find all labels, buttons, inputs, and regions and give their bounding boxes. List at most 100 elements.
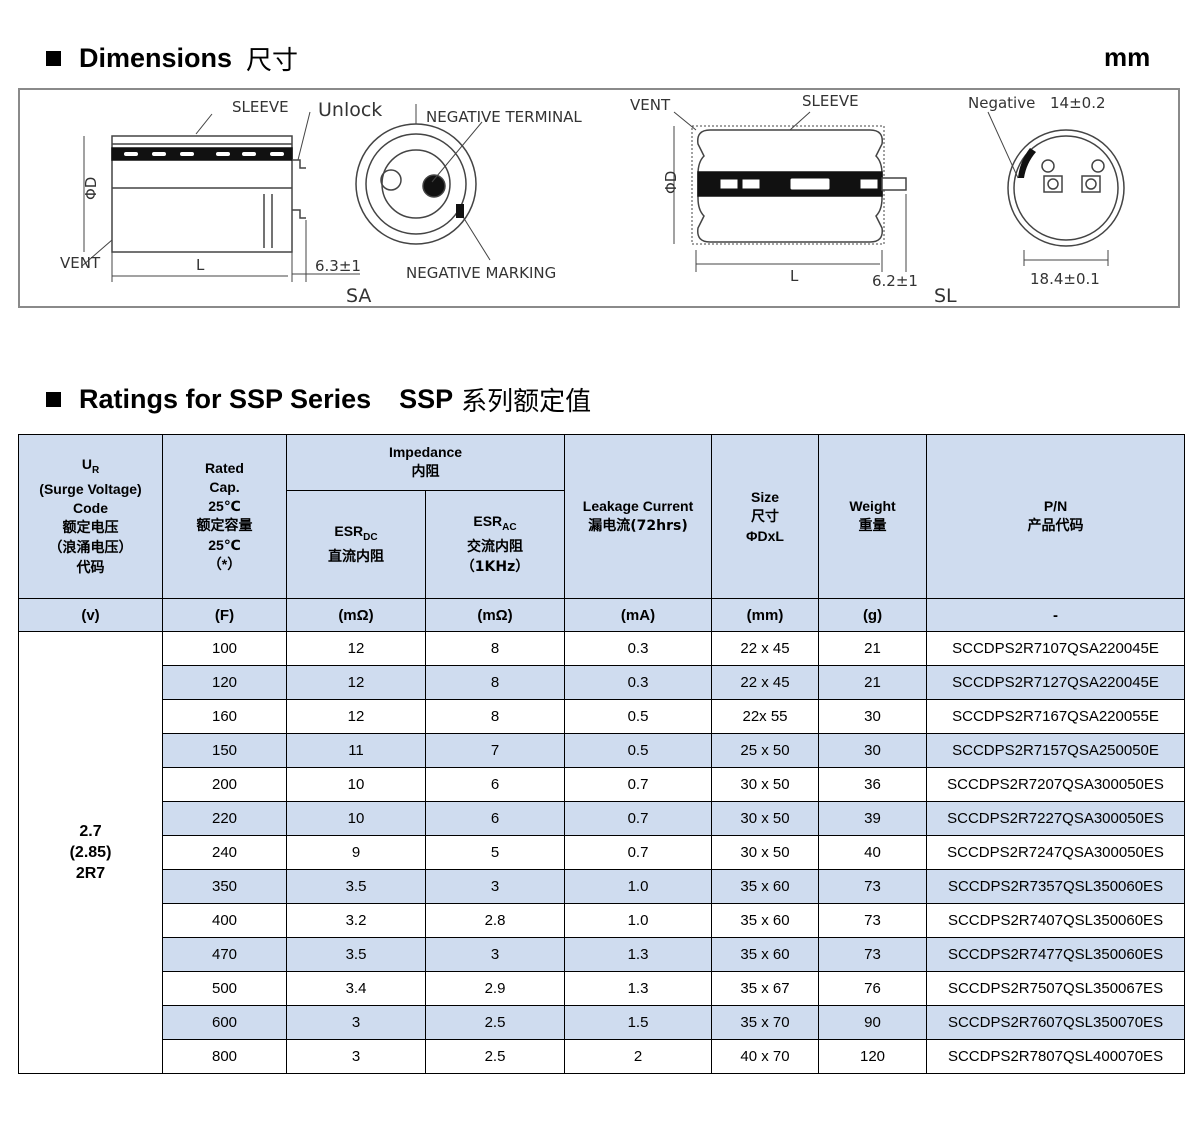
drawing-canvas: SLEEVE Unlock VENT ΦD L 6.3±1 SA NEGATIV…: [60, 92, 1125, 306]
cell-pn: SCCDPS2R7407QSL350060ES: [926, 903, 1186, 938]
cell-esr-ac: 2.8: [424, 903, 566, 938]
cell-weight: 120: [818, 1039, 928, 1074]
cell-cap: 220: [162, 801, 287, 836]
ratings-title-cn: 系列额定值: [461, 387, 592, 417]
table-row: 800 3 2.5 2 40 x 70 120 SCCDPS2R7807QSL400070E…: [19, 1039, 1186, 1074]
cell-size: 40 x 70: [711, 1039, 820, 1074]
unit-cell: (mΩ): [286, 598, 426, 632]
cell-pn: SCCDPS2R7507QSL350067ES: [926, 971, 1186, 1006]
cell-size: 22 x 45: [711, 631, 820, 666]
ratings-table: UR (Surge Voltage) Code 额定电压 （浪涌电压） 代码 R…: [18, 434, 1186, 1074]
unit-cell: (v): [18, 598, 163, 632]
cell-esr-ac: 8: [424, 631, 566, 666]
negative-marking-mark: [456, 204, 464, 218]
cell-leak: 1.0: [564, 903, 713, 938]
cell-leak: 0.7: [564, 835, 713, 870]
cell-leak: 1.3: [564, 971, 713, 1006]
cell-leak: 0.3: [564, 631, 713, 666]
cell-cap: 120: [162, 665, 287, 700]
cell-cap: 240: [162, 835, 287, 870]
cell-weight: 36: [818, 767, 928, 802]
cell-pn: SCCDPS2R7357QSL350060ES: [926, 869, 1186, 904]
cell-esr-ac: 2.9: [424, 971, 566, 1006]
cell-leak: 1.3: [564, 937, 713, 972]
square-bullet-icon: [46, 392, 61, 407]
sl-vent-label: VENT: [630, 96, 671, 114]
cell-leak: 2: [564, 1039, 713, 1074]
cell-cap: 800: [162, 1039, 287, 1074]
cell-esr-ac: 5: [424, 835, 566, 870]
unlock-label: Unlock: [318, 99, 382, 121]
col-esrdc-header: ESRDC 直流内阻: [286, 490, 426, 599]
table-row: 220 10 6 0.7 30 x 50 39 SCCDPS2R7227QSA300050E…: [19, 801, 1186, 836]
cell-size: 35 x 60: [711, 869, 820, 904]
col-weight-header: Weight 重量: [818, 434, 928, 599]
col-cap-header: Rated Cap. 25℃ 额定容量 25℃ （*）: [162, 434, 287, 599]
voltage-code-line: (2.85): [69, 844, 112, 861]
unit-cell: (mA): [564, 598, 713, 632]
cell-pn: SCCDPS2R7607QSL350070ES: [926, 1005, 1186, 1040]
cell-leak: 0.5: [564, 699, 713, 734]
cell-pn: SCCDPS2R7127QSA220045E: [926, 665, 1186, 700]
cell-weight: 40: [818, 835, 928, 870]
cell-esr-dc: 3: [286, 1039, 426, 1074]
col-esrac-header: ESRAC 交流内阻 （1KHz）: [424, 490, 566, 599]
cell-pn: SCCDPS2R7807QSL400070ES: [926, 1039, 1186, 1074]
negative-terminal-label: NEGATIVE TERMINAL: [426, 108, 582, 126]
voltage-code-cell: 2.7 (2.85) 2R7: [18, 631, 163, 1074]
table-row: 2.7 (2.85) 2R7 100 12 8 0.3 22 x 45 21 SCCDPS2R71…: [18, 631, 1186, 1074]
voltage-code-line: 2.7: [79, 823, 102, 840]
sa-code-label: SA: [346, 285, 371, 306]
cell-size: 35 x 60: [711, 937, 820, 972]
cell-size: 35 x 60: [711, 903, 820, 938]
sa-length-label: L: [196, 256, 205, 274]
dim-184-label: 18.4±0.1: [1030, 270, 1100, 288]
cell-esr-dc: 12: [286, 699, 426, 734]
cell-size: 30 x 50: [711, 801, 820, 836]
table-row: 240 9 5 0.7 30 x 50 40 SCCDPS2R7247QSA300050ES: [19, 835, 1186, 870]
cell-esr-dc: 11: [286, 733, 426, 768]
cell-cap: 100: [162, 631, 287, 666]
unit-cell: (mm): [711, 598, 820, 632]
cell-esr-dc: 3.5: [286, 869, 426, 904]
cell-pn: SCCDPS2R7247QSA300050ES: [926, 835, 1186, 870]
table-row: 200 10 6 0.7 30 x 50 36 SCCDPS2R7207QSA300050E…: [19, 767, 1186, 802]
sa-phid-label: ΦD: [82, 177, 100, 200]
ratings-table-body: 2.7 (2.85) 2R7 100 12 8 0.3 22 x 45 21 SCCDPS2R71…: [18, 631, 1186, 1074]
cell-cap: 470: [162, 937, 287, 972]
cell-esr-dc: 10: [286, 767, 426, 802]
table-row: 150 11 7 0.5 25 x 50 30 SCCDPS2R7157QSA250050E: [19, 733, 1186, 768]
negative-marking-label: NEGATIVE MARKING: [406, 264, 556, 282]
sa-sleeve-label: SLEEVE: [232, 98, 289, 116]
unit-cell: (mΩ): [424, 598, 566, 632]
table-row: 350 3.5 3 1.0 35 x 60 73 SCCDPS2R7357QSL350060…: [19, 869, 1186, 904]
sl-length-label: L: [790, 267, 799, 285]
sa-offset-label: 6.3±1: [315, 257, 361, 275]
cell-cap: 350: [162, 869, 287, 904]
sl-side-view: [673, 111, 907, 272]
ratings-title: Ratings for SSP Series SSP 系列额定值: [46, 381, 591, 418]
col-ur-header: UR (Surge Voltage) Code 额定电压 （浪涌电压） 代码: [18, 434, 163, 599]
cell-leak: 1.0: [564, 869, 713, 904]
cell-leak: 0.7: [564, 767, 713, 802]
cell-esr-ac: 6: [424, 767, 566, 802]
ratings-title-text: Ratings for SSP Series: [79, 384, 372, 414]
cell-weight: 30: [818, 699, 928, 734]
cell-leak: 0.7: [564, 801, 713, 836]
square-bullet-icon: [46, 51, 61, 66]
cell-cap: 400: [162, 903, 287, 938]
cell-size: 25 x 50: [711, 733, 820, 768]
sleeve-slots: [124, 152, 284, 156]
table-row: 400 3.2 2.8 1.0 35 x 60 73 SCCDPS2R7407QSL3500…: [19, 903, 1186, 938]
cell-weight: 76: [818, 971, 928, 1006]
sl-code-label: SL: [934, 285, 957, 306]
cell-esr-ac: 8: [424, 665, 566, 700]
cell-cap: 150: [162, 733, 287, 768]
cell-weight: 73: [818, 869, 928, 904]
cell-weight: 73: [818, 937, 928, 972]
negative-label: Negative: [968, 94, 1035, 112]
cell-weight: 90: [818, 1005, 928, 1040]
cell-weight: 30: [818, 733, 928, 768]
col-pn-header: P/N 产品代码: [926, 434, 1186, 599]
sa-vent-label: VENT: [60, 254, 101, 272]
